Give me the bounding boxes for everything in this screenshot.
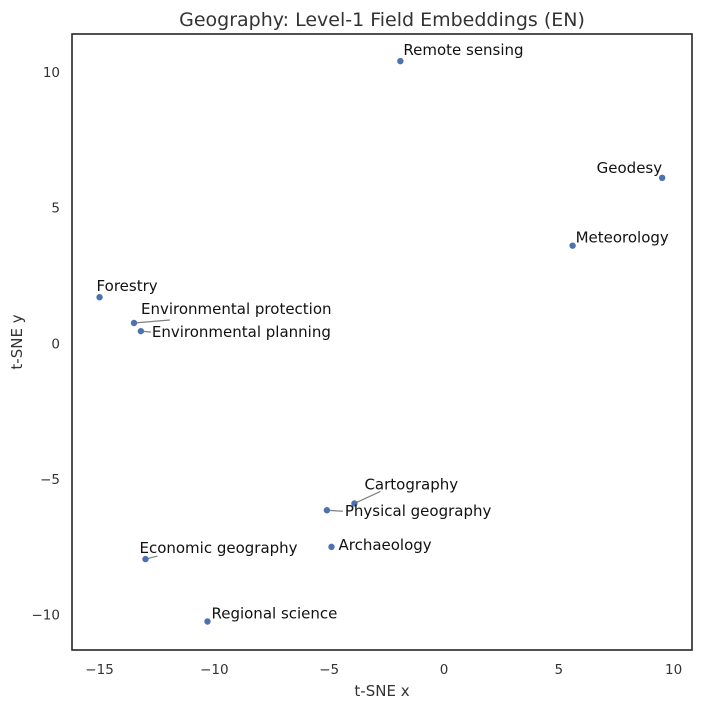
data-point: [569, 242, 576, 249]
point-label: Environmental protection: [141, 300, 332, 318]
point-label: Physical geography: [345, 502, 492, 520]
data-point: [204, 618, 211, 625]
plot-frame: [71, 33, 693, 651]
y-axis-label: t-SNE y: [8, 314, 26, 369]
y-axis-ticks: −10 −5 0 5 10: [32, 65, 61, 624]
point-label: Archaeology: [338, 536, 431, 554]
x-axis-label: t-SNE x: [354, 682, 409, 700]
x-tick-label: 5: [555, 662, 564, 678]
point-label: Geodesy: [597, 159, 663, 177]
x-tick-label: 10: [665, 662, 682, 678]
x-tick-label: −15: [85, 662, 114, 678]
data-point: [323, 507, 331, 514]
point-label: Forestry: [97, 277, 158, 295]
x-tick-label: −10: [200, 662, 229, 678]
y-tick-label: −5: [40, 472, 60, 488]
y-tick-label: 0: [51, 336, 60, 352]
point-label: Economic geography: [139, 539, 297, 557]
data-point: [328, 543, 335, 551]
point-label: Remote sensing: [403, 41, 523, 59]
data-point: [142, 555, 149, 563]
point-label: Meteorology: [576, 229, 669, 247]
point-label: Environmental planning: [152, 323, 331, 341]
data-point: [658, 174, 666, 182]
data-point: [130, 319, 138, 327]
data-point: [351, 500, 358, 507]
data-point: [96, 294, 103, 301]
leader-line: [133, 319, 171, 324]
point-label: Regional science: [211, 605, 337, 623]
x-tick-label: −5: [319, 662, 339, 678]
point-labels: Remote sensing Geodesy Meteorology Forestry…: [97, 41, 669, 622]
point-label: Cartography: [364, 475, 458, 493]
leader-line: [354, 490, 381, 505]
y-tick-label: 5: [51, 201, 60, 217]
data-points: [96, 57, 666, 625]
label-leader-lines: [133, 319, 381, 560]
data-point: [397, 57, 404, 65]
chart-title: Geography: Level-1 Field Embeddings (EN): [179, 9, 585, 31]
y-tick-label: −10: [32, 608, 61, 624]
data-point: [137, 327, 145, 335]
y-tick-label: 10: [43, 65, 60, 81]
x-tick-label: 0: [440, 662, 449, 678]
x-axis-ticks: −15 −10 −5 0 5 10: [85, 662, 682, 678]
